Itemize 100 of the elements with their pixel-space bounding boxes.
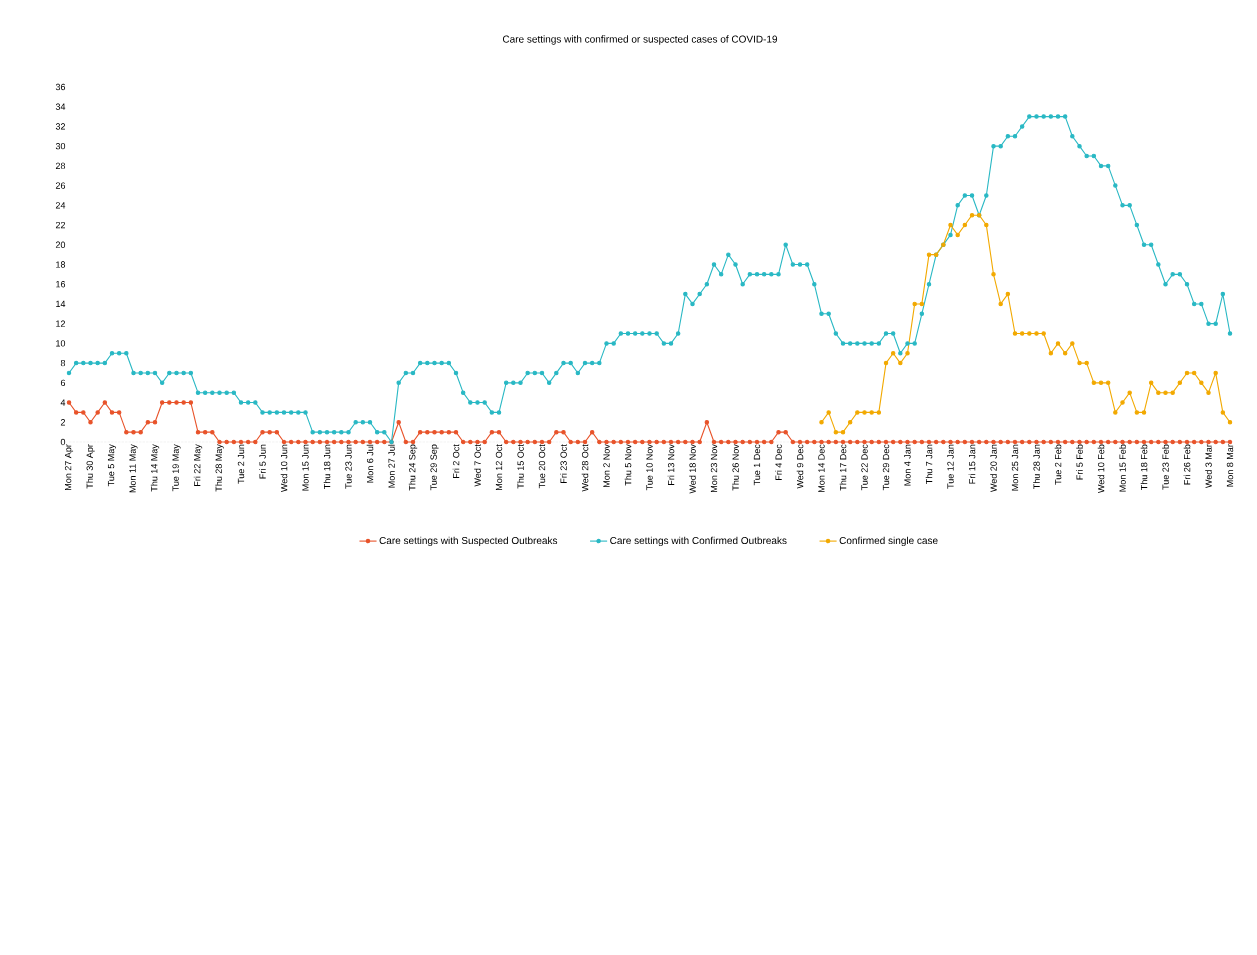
y-tick-label: 10 — [56, 340, 66, 347]
point — [998, 301, 1003, 307]
point — [926, 252, 932, 257]
x-tick-label: Tue 29 Sep — [430, 444, 439, 491]
point — [1184, 370, 1190, 376]
point — [826, 410, 831, 415]
point — [912, 301, 917, 307]
point — [1141, 410, 1147, 415]
x-tick-label: Mon 23 Nov — [710, 444, 718, 492]
point — [1191, 370, 1197, 376]
point — [1027, 331, 1032, 336]
point — [1134, 410, 1140, 415]
point — [991, 272, 996, 277]
y-tick-label: 6 — [60, 379, 66, 387]
point — [869, 410, 874, 415]
x-tick-label: Tue 19 May — [172, 444, 181, 492]
x-tick-label: Tue 2 Feb — [1054, 444, 1062, 485]
x-tick-label: Fri 13 Nov — [667, 444, 675, 485]
point — [1206, 390, 1211, 395]
x-tick-label: Tue 20 Oct — [538, 444, 546, 489]
point — [919, 301, 925, 307]
point — [969, 212, 975, 218]
x-tick-label: Mon 2 Nov — [603, 444, 610, 487]
point — [1148, 380, 1154, 386]
y-tick-label: 30 — [55, 142, 66, 150]
point — [876, 410, 882, 415]
x-tick-label: Wed 20 Jan — [990, 444, 997, 493]
x-tick-label: Thu 24 Sep — [408, 444, 418, 491]
point — [1084, 360, 1089, 366]
point — [1213, 370, 1218, 376]
point — [948, 222, 953, 228]
point — [1034, 331, 1039, 336]
point — [1156, 390, 1161, 395]
point — [1127, 390, 1132, 395]
legend-label: Care settings with Confirmed Outbreaks — [610, 536, 787, 547]
x-tick-label: Fri 5 Jun — [259, 444, 266, 479]
y-tick-label: 20 — [55, 241, 66, 248]
y-tick-label: 22 — [55, 221, 66, 229]
x-tick-label: Mon 4 Jan — [904, 444, 911, 486]
y-tick-label: 4 — [60, 399, 66, 406]
x-tick-label: Tue 2 Jun — [237, 444, 245, 484]
point — [855, 410, 860, 415]
point — [890, 350, 896, 356]
x-tick-label: Fri 2 Oct — [452, 444, 460, 478]
point — [1177, 380, 1183, 386]
y-tick-label: 18 — [56, 261, 66, 268]
y-tick-label: 34 — [55, 103, 66, 110]
x-tick-label: Fri 5 Feb — [1076, 444, 1083, 480]
point — [1005, 291, 1011, 297]
y-tick-label: 26 — [55, 182, 66, 189]
x-tick-label: Tue 29 Dec — [882, 444, 890, 491]
x-tick-label: Mon 11 May — [129, 444, 138, 493]
x-tick-label: Thu 28 Jan — [1033, 444, 1040, 490]
x-tick-label: Thu 28 May — [215, 444, 224, 492]
point — [1105, 380, 1111, 386]
point — [1012, 331, 1018, 336]
point — [898, 360, 903, 366]
x-tick-label: Mon 12 Oct — [495, 444, 503, 490]
x-tick-label: Thu 7 Jan — [925, 444, 933, 485]
x-tick-label: Fri 22 May — [193, 444, 203, 486]
point — [905, 350, 910, 356]
x-tick-label: Wed 10 Feb — [1097, 444, 1105, 494]
x-tick-label: Tue 22 Dec — [861, 444, 868, 491]
x-tick-label: Wed 3 Mar — [1205, 444, 1212, 488]
point — [1098, 380, 1104, 386]
point — [1120, 400, 1125, 405]
x-tick-label: Fri 15 Jan — [968, 444, 976, 484]
x-tick-label: Wed 9 Dec — [796, 444, 804, 489]
point — [984, 222, 989, 228]
point — [1163, 390, 1168, 395]
x-tick-label: Mon 27 Apr — [64, 444, 74, 490]
y-tick-label: 32 — [55, 123, 66, 130]
y-tick-label: 0 — [60, 438, 66, 446]
x-tick-label: Mon 6 Jul — [366, 444, 374, 483]
legend-label: Care settings with Suspected Outbreaks — [379, 536, 558, 547]
point — [1055, 341, 1061, 346]
x-tick-label: Tue 10 Nov — [646, 444, 653, 491]
point — [1077, 360, 1082, 366]
x-tick-label: Thu 15 Oct — [517, 444, 524, 489]
x-tick-label: Tue 12 Jan — [947, 444, 954, 489]
point — [1070, 341, 1075, 346]
x-tick-label: Wed 7 Oct — [474, 444, 481, 487]
point — [840, 429, 846, 435]
x-tick-label: Thu 14 May — [150, 444, 160, 492]
x-tick-label: Tue 1 Dec — [753, 444, 761, 486]
x-tick-label: Mon 14 Dec — [818, 444, 825, 492]
x-tick-label: Wed 18 Nov — [689, 444, 696, 494]
legend-label: Confirmed single case — [839, 536, 938, 547]
point — [1062, 350, 1068, 356]
y-tick-label: 28 — [55, 162, 66, 170]
point — [962, 222, 968, 228]
point — [1048, 350, 1054, 356]
x-tick-label: Thu 5 Nov — [624, 444, 632, 486]
point — [819, 420, 824, 425]
y-tick-label: 14 — [56, 300, 66, 308]
chart-title: Care settings with confirmed or suspected cases of COVID-19 — [502, 35, 778, 45]
x-tick-label: Thu 26 Nov — [732, 444, 739, 491]
x-tick-label: Tue 23 Jun — [345, 444, 352, 489]
point — [1227, 420, 1233, 425]
x-tick-label: Fri 4 Dec — [775, 444, 782, 480]
